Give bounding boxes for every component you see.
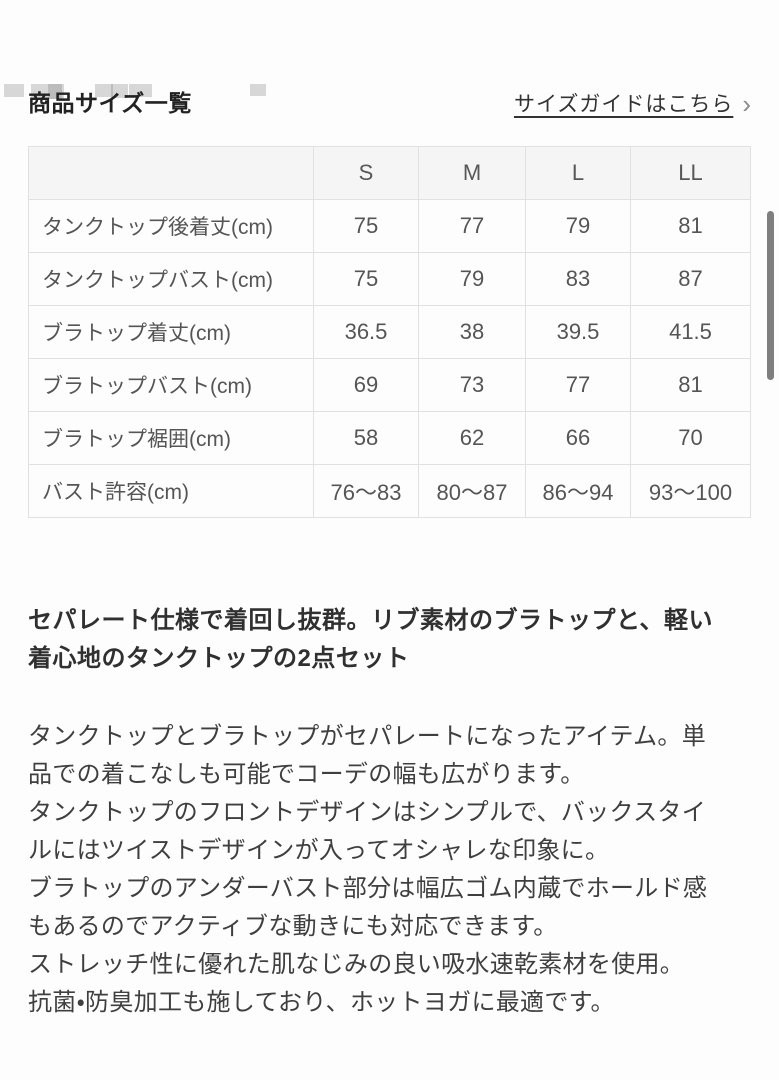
size-cell: 38 — [418, 305, 526, 359]
size-cell: 87 — [630, 252, 751, 306]
size-guide-link[interactable]: サイズガイドはこちら › — [514, 88, 751, 118]
size-cell: 79 — [525, 199, 631, 253]
size-table: S M L LL タンクトップ後着丈(cm) 75 77 79 81 タンクトッ… — [28, 146, 751, 518]
size-column-header-ll: LL — [630, 146, 751, 200]
description-paragraph: ブラトップのアンダーバスト部分は幅広ゴム内蔵でホールド感もあるのでアクティブな動… — [28, 875, 708, 940]
table-row: ブラトップバスト(cm) 69 73 77 81 — [28, 358, 751, 412]
table-row: タンクトップバスト(cm) 75 79 83 87 — [28, 252, 751, 306]
size-cell: 80〜87 — [418, 464, 526, 518]
size-cell: 41.5 — [630, 305, 751, 359]
size-column-header-s: S — [313, 146, 419, 200]
size-cell: 93〜100 — [630, 464, 751, 518]
product-headline: セパレート仕様で着回し抜群。リブ素材のブラトップと、軽い着心地のタンクトップの2… — [28, 607, 714, 672]
size-cell: 58 — [313, 411, 419, 465]
table-row: バスト許容(cm) 76〜83 80〜87 86〜94 93〜100 — [28, 464, 751, 518]
size-row-label: タンクトップ後着丈(cm) — [28, 199, 314, 253]
table-row: ブラトップ着丈(cm) 36.5 38 39.5 41.5 — [28, 305, 751, 359]
size-cell: 77 — [418, 199, 526, 253]
size-cell: 70 — [630, 411, 751, 465]
size-cell: 69 — [313, 358, 419, 412]
table-row: ブラトップ裾囲(cm) 58 62 66 70 — [28, 411, 751, 465]
size-table-header-row: S M L LL — [28, 146, 751, 200]
scrollbar[interactable] — [767, 211, 774, 380]
size-column-header-l: L — [525, 146, 631, 200]
size-cell: 62 — [418, 411, 526, 465]
size-cell: 75 — [313, 199, 419, 253]
size-cell: 86〜94 — [525, 464, 631, 518]
size-cell: 39.5 — [525, 305, 631, 359]
size-row-label: バスト許容(cm) — [28, 464, 314, 518]
size-cell: 75 — [313, 252, 419, 306]
cropped-content-fragments — [0, 84, 779, 100]
product-detail-section: 商品サイズ一覧 サイズガイドはこちら › S M L LL タンクトップ後着丈(… — [0, 84, 779, 1022]
size-column-header — [28, 146, 314, 200]
description-paragraph: ストレッチ性に優れた肌なじみの良い吸水速乾素材を使用。 — [28, 951, 685, 978]
table-row: タンクトップ後着丈(cm) 75 77 79 81 — [28, 199, 751, 253]
size-cell: 81 — [630, 199, 751, 253]
size-cell: 79 — [418, 252, 526, 306]
size-section-title: 商品サイズ一覧 — [28, 90, 192, 116]
size-section-header: 商品サイズ一覧 サイズガイドはこちら › — [28, 84, 751, 118]
size-row-label: タンクトップバスト(cm) — [28, 252, 314, 306]
size-cell: 66 — [525, 411, 631, 465]
size-row-label: ブラトップ裾囲(cm) — [28, 411, 314, 465]
size-cell: 77 — [525, 358, 631, 412]
description-paragraph: タンクトップとブラトップがセパレートになったアイテム。単品での着こなしも可能でコ… — [28, 723, 706, 788]
chevron-right-icon: › — [742, 89, 751, 119]
size-cell: 83 — [525, 252, 631, 306]
product-description: タンクトップとブラトップがセパレートになったアイテム。単品での着こなしも可能でコ… — [28, 718, 730, 1022]
size-guide-link-label: サイズガイドはこちら — [513, 93, 734, 116]
size-column-header-m: M — [418, 146, 526, 200]
description-paragraph: タンクトップのフロントデザインはシンプルで、バックスタイルにはツイストデザインが… — [28, 799, 706, 864]
size-cell: 76〜83 — [313, 464, 419, 518]
description-paragraph: 抗菌・防臭加工も施しており、ホットヨガに最適です。 — [28, 989, 615, 1016]
size-cell: 36.5 — [313, 305, 419, 359]
size-row-label: ブラトップバスト(cm) — [28, 358, 314, 412]
size-cell: 81 — [630, 358, 751, 412]
size-row-label: ブラトップ着丈(cm) — [28, 305, 314, 359]
size-cell: 73 — [418, 358, 526, 412]
